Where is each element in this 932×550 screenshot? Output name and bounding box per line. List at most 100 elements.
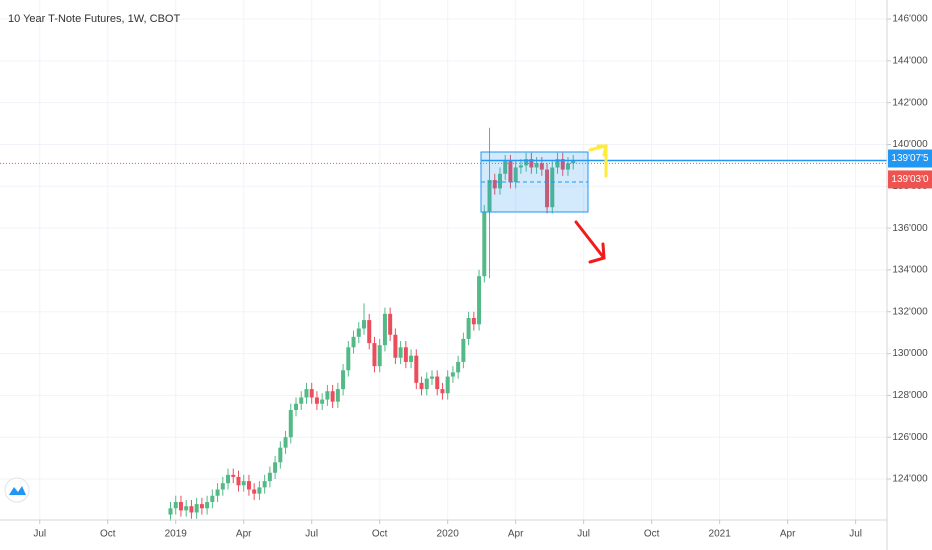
- y-tick-label: 126'000: [892, 432, 928, 443]
- candle-body: [205, 502, 210, 509]
- candle-body: [341, 370, 346, 390]
- candle-body: [409, 355, 414, 362]
- y-tick-label: 142'000: [892, 97, 928, 108]
- candle-body: [419, 382, 424, 390]
- candle-body: [377, 345, 382, 367]
- price-label: 139'03'0: [891, 174, 929, 185]
- candle-body: [330, 391, 335, 402]
- candle-body: [424, 378, 429, 390]
- candle-body: [398, 347, 403, 358]
- candle-body: [565, 163, 570, 170]
- y-tick-label: 132'000: [892, 306, 928, 317]
- candle-body: [393, 334, 398, 358]
- candle-body: [503, 161, 508, 174]
- candle-body: [267, 472, 272, 482]
- candle-body: [231, 474, 236, 477]
- candle-body: [236, 476, 241, 486]
- candle-body: [362, 320, 367, 329]
- candle-body: [487, 180, 492, 212]
- candles: [0, 127, 887, 521]
- candle-body: [210, 495, 215, 503]
- y-tick-label: 130'000: [892, 348, 928, 359]
- x-tick-label: Jul: [849, 529, 862, 540]
- candle-body: [178, 502, 183, 511]
- x-tick-label: Jul: [577, 529, 590, 540]
- candle-body: [184, 506, 189, 511]
- candle-body: [372, 343, 377, 367]
- candle-body: [539, 163, 544, 170]
- candle-body: [414, 355, 419, 383]
- candle-body: [199, 504, 204, 509]
- candle-body: [252, 489, 257, 494]
- x-tick-label: 2020: [437, 529, 460, 540]
- candle-body: [571, 160, 576, 164]
- candle-body: [262, 481, 267, 488]
- x-tick-label: Jul: [305, 529, 318, 540]
- candle-body: [367, 320, 372, 344]
- up-arrow: [588, 144, 608, 178]
- x-tick-label: Apr: [780, 529, 796, 540]
- candle-body: [314, 397, 319, 404]
- candle-body: [351, 336, 356, 348]
- price-label-box: [888, 170, 932, 189]
- candle-body: [461, 338, 466, 362]
- y-tick-label: 136'000: [892, 223, 928, 234]
- x-tick-label: Apr: [508, 529, 524, 540]
- x-tick-label: 2019: [165, 529, 188, 540]
- candle-body: [388, 313, 393, 335]
- y-tick-label: 124'000: [892, 474, 928, 485]
- down-arrow: [574, 220, 606, 264]
- candle-body: [482, 211, 487, 277]
- price-label-box: [888, 149, 932, 168]
- candle-body: [450, 372, 455, 377]
- candle-body: [555, 159, 560, 168]
- candle-body: [466, 318, 471, 339]
- y-tick-label: 134'000: [892, 265, 928, 276]
- candle-body: [226, 474, 231, 484]
- y-tick-label: 146'000: [892, 14, 928, 25]
- candle-body: [550, 167, 555, 208]
- candle-body: [403, 347, 408, 362]
- price-label: 139'07'5: [891, 153, 929, 164]
- candle-body: [288, 410, 293, 438]
- candle-body: [304, 389, 309, 398]
- candle-body: [445, 376, 450, 394]
- candle-body: [215, 489, 220, 496]
- candle-body: [518, 165, 523, 168]
- chart-title: 10 Year T-Note Futures, 1W, CBOT: [8, 13, 180, 25]
- x-tick-label: Jul: [33, 529, 46, 540]
- candle-body: [325, 391, 330, 400]
- candle-body: [346, 347, 351, 371]
- y-tick-label: 140'000: [892, 139, 928, 150]
- candle-body: [320, 399, 325, 404]
- candle-body: [299, 397, 304, 404]
- x-tick-label: Apr: [236, 529, 252, 540]
- y-tick-label: 128'000: [892, 390, 928, 401]
- candle-body: [273, 462, 278, 473]
- candle-body: [283, 437, 288, 448]
- candle-body: [508, 161, 513, 183]
- candle-body: [194, 504, 199, 513]
- candle-body: [356, 328, 361, 337]
- candle-body: [429, 376, 434, 379]
- x-tick-label: Oct: [372, 529, 388, 540]
- candle-body: [534, 163, 539, 168]
- candle-body: [294, 403, 299, 411]
- candle-body: [560, 159, 565, 170]
- candle-body: [545, 169, 550, 208]
- candle-body: [456, 361, 461, 373]
- candle-body: [471, 318, 476, 325]
- candle-body: [220, 483, 225, 490]
- axis-labels: 124'000 126'000 128'000 130'000 132'000 134'0…: [33, 14, 932, 540]
- logo: [4, 477, 30, 503]
- grid: [0, 0, 887, 520]
- candle-body: [168, 508, 173, 515]
- candle-body: [440, 389, 445, 394]
- candle-body: [382, 313, 387, 346]
- candle-body: [246, 481, 251, 490]
- candle-body: [513, 167, 518, 183]
- candle-body: [257, 487, 262, 494]
